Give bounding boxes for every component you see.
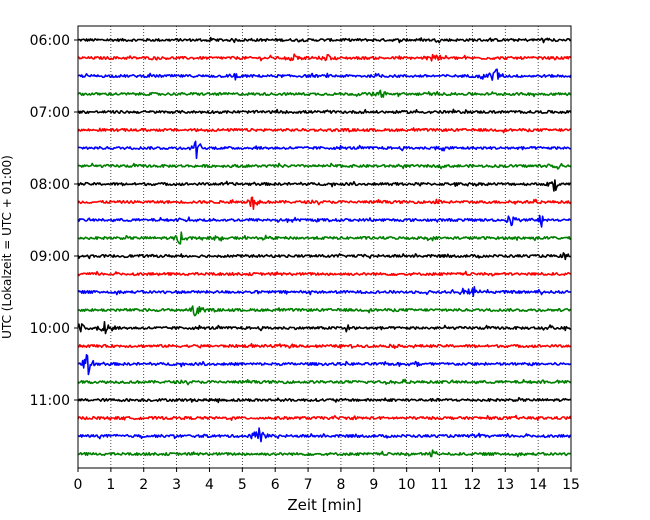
x-tick-label: 4 — [205, 477, 214, 493]
x-tick-label: 13 — [496, 477, 514, 493]
x-tick-label: 10 — [398, 477, 416, 493]
x-tick-label: 8 — [336, 477, 345, 493]
seismogram-trace — [77, 354, 572, 376]
x-tick-label: 6 — [271, 477, 280, 493]
seismogram-trace — [77, 286, 572, 297]
seismogram-trace — [77, 270, 572, 277]
seismogram-trace — [77, 252, 572, 261]
seismogram-trace — [77, 162, 572, 170]
y-tick-label: 11:00 — [30, 393, 70, 409]
seismogram-trace — [77, 179, 572, 192]
y-tick-label: 06:00 — [30, 33, 70, 49]
y-tick-label: 10:00 — [30, 321, 70, 337]
seismogram-trace — [77, 140, 572, 160]
x-tick-label: 5 — [238, 477, 247, 493]
seismogram-trace — [77, 449, 572, 458]
x-tick-label: 12 — [463, 477, 481, 493]
seismogram-trace — [77, 214, 572, 228]
y-tick-label: 08:00 — [30, 177, 70, 193]
seismogram-trace — [77, 378, 572, 386]
x-tick-label: 14 — [529, 477, 547, 493]
trace-group — [77, 36, 572, 458]
x-tick-label: 15 — [562, 477, 580, 493]
y-axis-label: UTC (Lokalzeit = UTC + 01:00) — [0, 155, 14, 339]
seismogram-trace — [77, 414, 572, 422]
x-tick-label: 9 — [369, 477, 378, 493]
seismogram-trace — [77, 89, 572, 98]
seismogram-trace — [77, 68, 572, 81]
seismogram-trace — [77, 231, 572, 245]
x-tick-label: 3 — [172, 477, 181, 493]
x-axis-label: Zeit [min] — [287, 496, 361, 514]
seismogram-trace — [77, 427, 572, 443]
x-tick-label: 1 — [106, 477, 115, 493]
seismogram-trace — [77, 36, 572, 44]
y-axis: 06:00 07:00 08:00 09:00 10:00 11:00 — [30, 33, 78, 409]
seismogram-trace — [77, 396, 572, 404]
seismogram-trace — [77, 127, 572, 134]
seismogram-trace — [77, 108, 572, 115]
seismogram-trace — [77, 53, 572, 62]
x-tick-label: 0 — [74, 477, 83, 493]
seismogram-trace — [77, 196, 572, 210]
x-tick-label: 2 — [139, 477, 148, 493]
seismogram-trace — [77, 342, 572, 350]
plot-frame — [77, 25, 572, 469]
y-tick-label: 07:00 — [30, 105, 70, 121]
x-tick-label: 7 — [304, 477, 313, 493]
x-axis: 0 1 2 3 4 5 6 7 8 9 10 11 12 13 14 15 — [74, 468, 580, 493]
seismogram-trace — [77, 305, 571, 317]
y-tick-label: 09:00 — [30, 249, 70, 265]
seismogram-trace — [77, 321, 572, 335]
x-tick-label: 11 — [431, 477, 449, 493]
